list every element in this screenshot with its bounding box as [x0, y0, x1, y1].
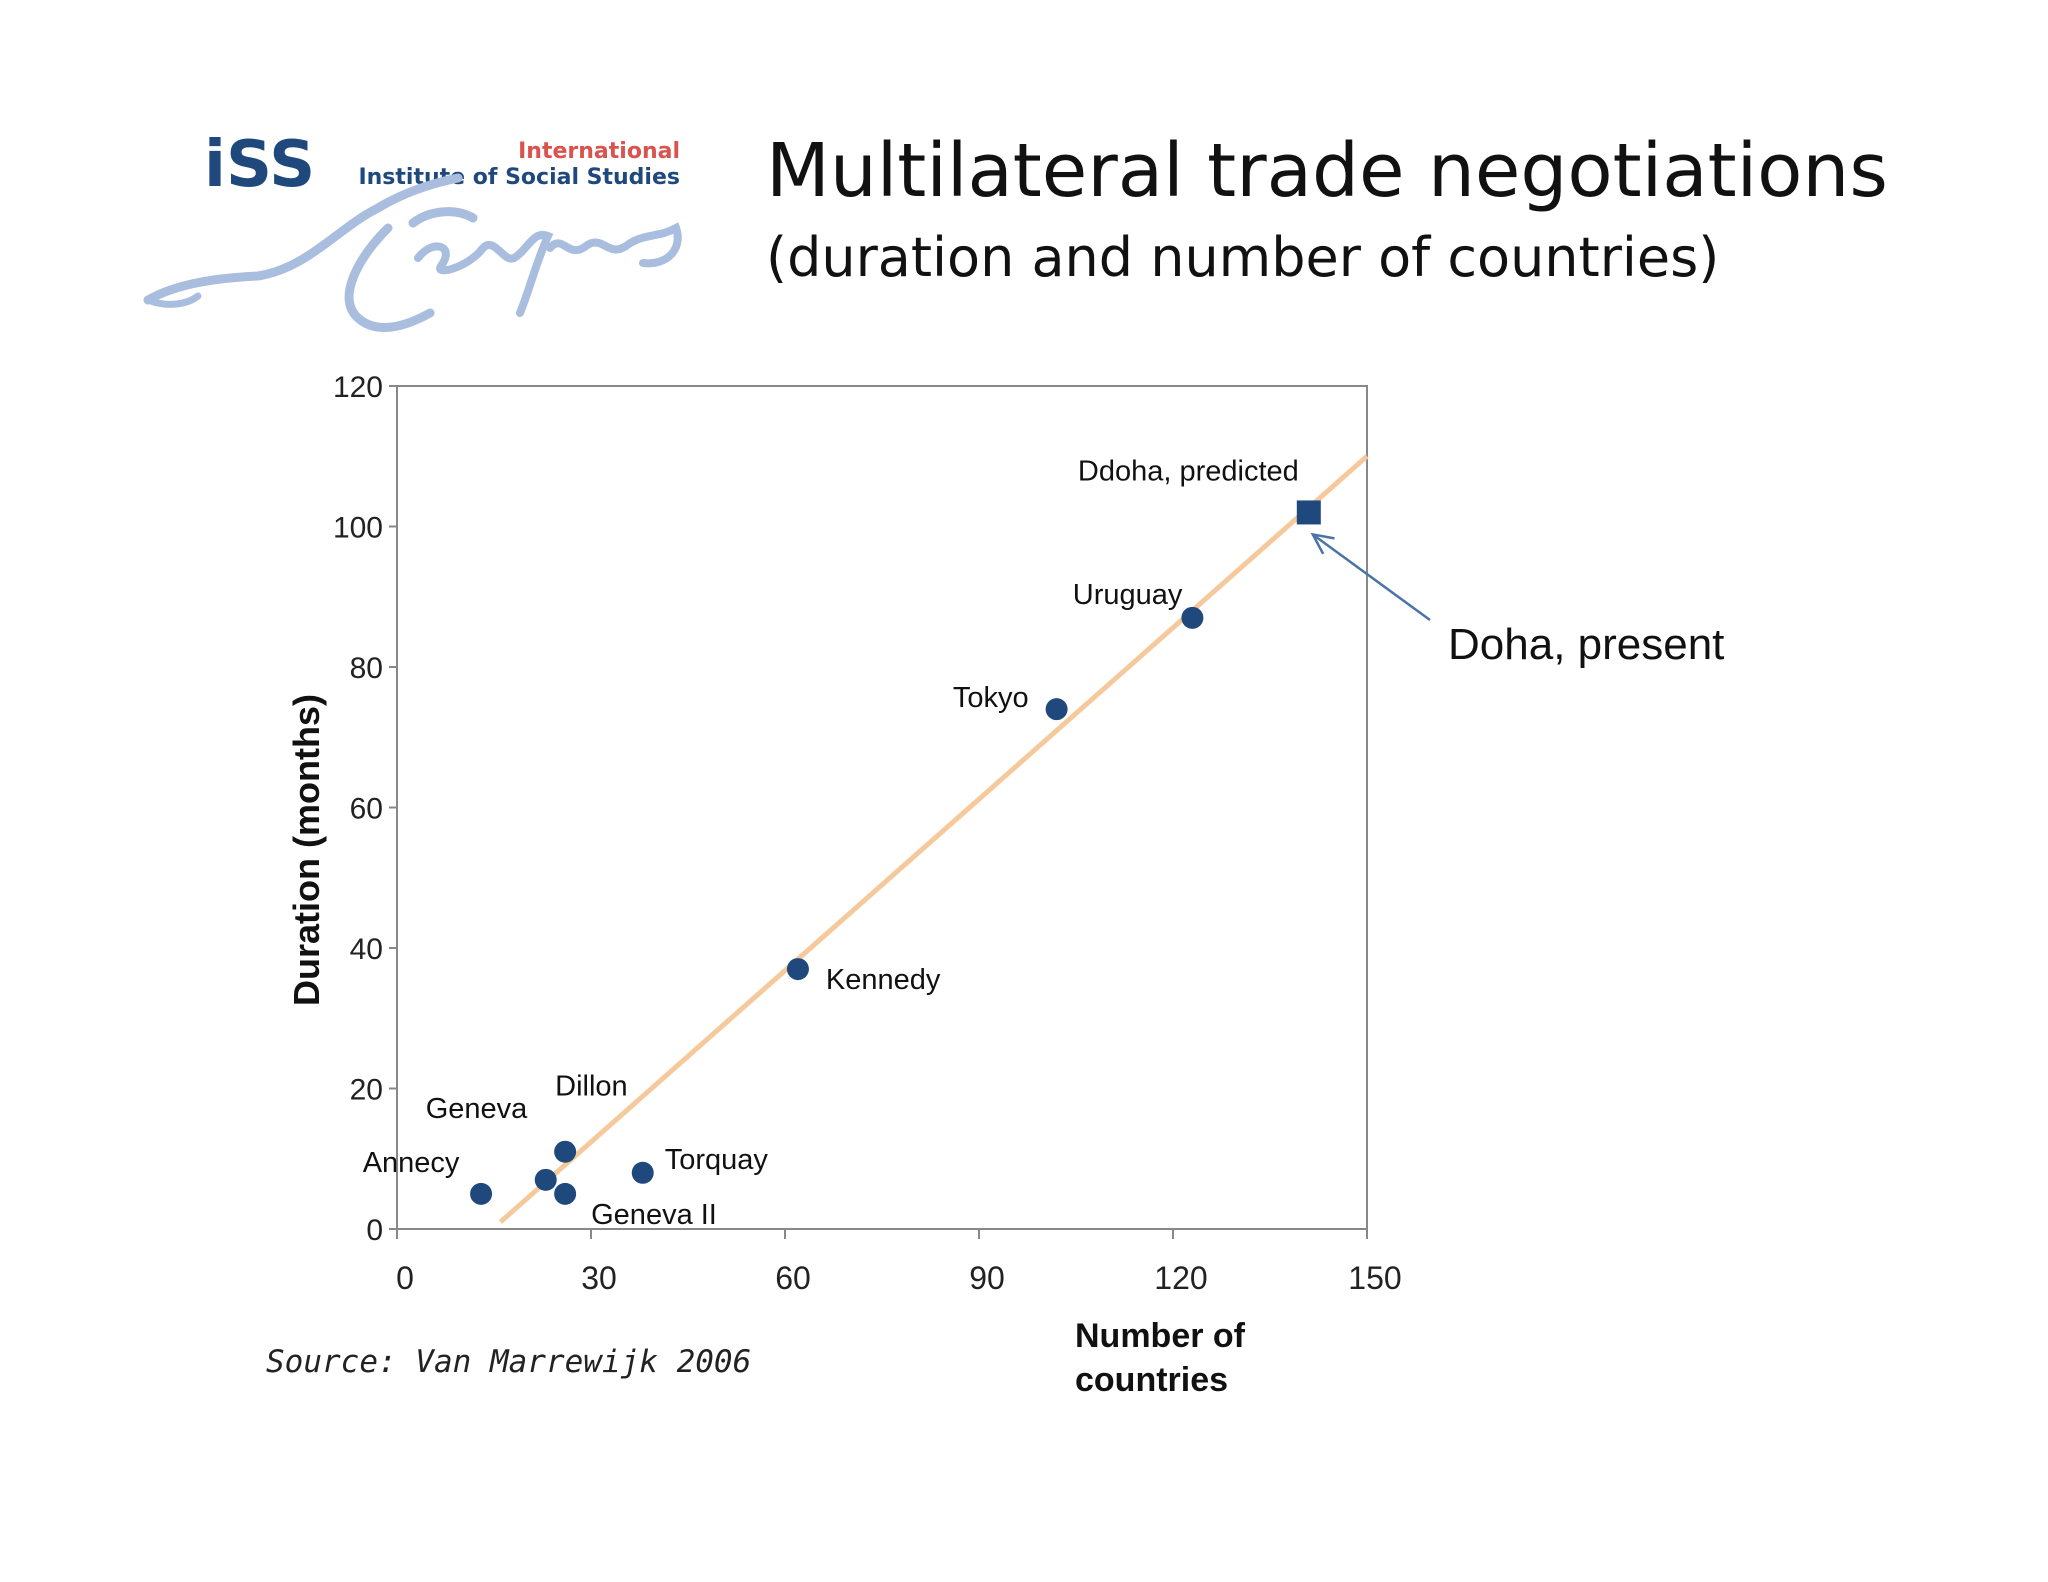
y-tick-label: 0 — [366, 1214, 383, 1247]
data-point — [786, 958, 809, 981]
trend-line — [498, 454, 1369, 1224]
source-note: Source: Van Marrewijk 2006 — [266, 1344, 752, 1380]
point-label: Torquay — [665, 1144, 769, 1176]
y-tick-label: 40 — [350, 933, 383, 966]
y-tick-label: 20 — [350, 1074, 383, 1107]
data-point — [631, 1161, 654, 1184]
x-tick-label: 150 — [1348, 1260, 1401, 1296]
point-label: Ddoha, predicted — [1078, 455, 1299, 487]
page-title: Multilateral trade negotiations — [766, 128, 1888, 214]
data-point — [554, 1182, 577, 1205]
point-label: Uruguay — [1073, 579, 1183, 611]
iss-erasmus-logo: iSS International Institute of Social St… — [138, 118, 698, 338]
data-point — [534, 1168, 557, 1191]
data-point — [554, 1140, 577, 1163]
data-point — [470, 1182, 493, 1205]
point-label: Tokyo — [953, 682, 1029, 714]
y-tick-label: 80 — [350, 652, 383, 685]
point-label: Geneva — [426, 1093, 528, 1125]
x-tick-label: 60 — [775, 1260, 811, 1296]
x-tick-label: 120 — [1154, 1260, 1207, 1296]
x-tick-label: 0 — [396, 1260, 414, 1296]
logo-iss-text: iSS — [204, 128, 315, 202]
plot-area — [396, 385, 1368, 1230]
doha-present-annotation: Doha, present — [1448, 620, 1725, 669]
x-tick-label: 90 — [969, 1260, 1005, 1296]
x-tick-label: 30 — [581, 1260, 617, 1296]
point-label: Geneva II — [591, 1199, 717, 1231]
page-subtitle: (duration and number of countries) — [766, 226, 1720, 289]
y-tick-label: 100 — [333, 512, 383, 545]
annotation-arrow — [1312, 533, 1431, 622]
point-label: Dillon — [555, 1071, 628, 1103]
data-point — [1045, 698, 1068, 721]
data-point — [1181, 606, 1204, 629]
logo-international-text: International — [518, 139, 680, 164]
annotation-arrowhead — [1310, 532, 1335, 555]
data-point-square — [1296, 500, 1321, 525]
point-label: Annecy — [363, 1147, 460, 1179]
y-axis-label: Duration (months) — [286, 694, 327, 1006]
point-label: Kennedy — [826, 964, 941, 996]
x-axis-label: Number of countries — [1075, 1317, 1245, 1399]
y-tick-label: 120 — [333, 371, 383, 404]
y-tick-label: 60 — [350, 793, 383, 826]
erasmus-signature-logo-icon: iSS International Institute of Social St… — [143, 128, 682, 332]
logo-institute-text: Institute of Social Studies — [358, 165, 680, 190]
